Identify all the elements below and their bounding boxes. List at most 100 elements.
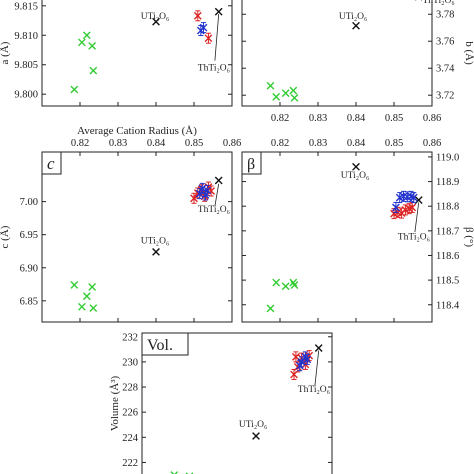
y-axis-label: Volume (Å³) [109, 375, 121, 431]
panel-label: Vol. [147, 337, 173, 354]
y-tick-label: 9.815 [14, 1, 38, 12]
axes-frame [241, 151, 433, 323]
panel-c: 0.82 0.83 0.84 0.85 0.86 6.85 6.90 6.95 7.00 c (Å… [0, 138, 241, 323]
x-tick-label: 0.84 [347, 113, 366, 124]
panel-label-box [241, 151, 262, 175]
data-point-green [289, 86, 298, 95]
axes-frame [41, 151, 233, 323]
panel-label: β [247, 156, 255, 173]
x-tick-label: 0.83 [309, 113, 327, 124]
y-tick-label: 3.76 [436, 37, 454, 48]
annotation-label: ThTi₂O₆ [423, 0, 455, 6]
data-point-green [272, 278, 281, 287]
y-tick-label: 232 [122, 332, 138, 343]
y-tick-label: 118.5 [436, 276, 459, 287]
data-point-black [352, 162, 360, 171]
y-tick-label: 118.7 [436, 226, 459, 237]
data-point-blue [198, 184, 207, 193]
data-point-green [89, 304, 98, 313]
y-tick-label: 118.4 [436, 300, 460, 311]
data-point-red [408, 203, 417, 212]
annotation-leader [414, 202, 420, 233]
y-tick-label: 7.00 [20, 197, 38, 208]
annotation-leader [214, 14, 220, 61]
y-tick-label: 6.85 [20, 296, 38, 307]
y-tick-label: 228 [122, 383, 138, 394]
data-point-green [89, 66, 98, 75]
data-point-blue [409, 193, 418, 202]
annotation-label: ThTi₂O₆ [398, 232, 430, 242]
axes-frame [141, 332, 333, 474]
data-point-green [266, 81, 275, 90]
data-point-black [352, 21, 360, 30]
y-axis-label: β (°) [463, 227, 474, 247]
data-point-green [70, 281, 79, 289]
data-point-green [289, 278, 298, 287]
data-point-black [214, 7, 223, 16]
data-point-green [281, 89, 290, 98]
data-point-green [272, 92, 281, 101]
annotation-label: UTi₂O₆ [341, 171, 369, 181]
data-point-green [170, 471, 179, 474]
y-tick-label: 226 [122, 408, 138, 419]
x-tick-label: 0.84 [347, 138, 366, 149]
panel-vol: 222 224 226 228 230 232 Volume (Å³) Vol. UTi₂O₆ T… [109, 332, 333, 474]
x-axis-label: Average Cation Radius (Å) [77, 125, 197, 137]
data-point-green [88, 283, 97, 291]
data-point-green [82, 292, 91, 301]
data-point-blue [303, 355, 312, 364]
data-point-black [414, 196, 423, 204]
data-point-green [281, 282, 290, 291]
data-point-green [82, 31, 91, 40]
y-tick-label: 119.0 [436, 152, 459, 163]
y-tick-label: 222 [122, 458, 138, 469]
y-tick-label: 118.6 [436, 251, 459, 262]
y-axis-label: a (Å) [0, 41, 11, 64]
x-tick-label: 0.82 [271, 138, 289, 149]
annotation-leader [314, 350, 320, 386]
data-point-black [214, 176, 223, 185]
y-tick-label: 9.805 [14, 60, 38, 71]
y-tick-label: 230 [122, 357, 138, 368]
y-tick-label: 118.8 [436, 202, 459, 213]
x-tick-label: 0.84 [147, 138, 166, 149]
panel-beta: 0.82 0.83 0.84 0.85 0.86 118.4 118.5 118.6 118.7… [241, 138, 474, 323]
data-point-green [78, 302, 86, 311]
x-tick-label: 0.85 [385, 138, 403, 149]
x-tick-label: 0.86 [223, 138, 241, 149]
y-tick-label: 3.72 [436, 91, 454, 102]
data-point-red [193, 11, 202, 20]
y-tick-label: 9.800 [14, 90, 38, 101]
data-point-blue [297, 358, 306, 366]
annotation-label: ThTi₂O₆ [198, 64, 230, 74]
y-tick-label: 224 [122, 433, 139, 444]
x-tick-label: 0.85 [185, 138, 203, 149]
data-point-black [252, 432, 260, 440]
data-point-green [290, 94, 299, 102]
panel-a: 0.820.830.840.850.869.8009.8059.8109.815… [0, 0, 233, 137]
y-axis-label: c (Å) [0, 225, 11, 248]
data-point-black [152, 247, 160, 256]
panel-label: c [47, 154, 55, 173]
annotation-leader [214, 183, 220, 207]
y-tick-label: 118.9 [436, 177, 459, 188]
data-point-green [88, 41, 97, 50]
data-point-blue [199, 23, 208, 32]
data-point-red [190, 194, 198, 203]
data-point-black [314, 344, 323, 352]
x-tick-label: 0.83 [109, 138, 127, 149]
data-point-green [70, 85, 79, 94]
data-point-blue [203, 186, 212, 195]
data-point-black [152, 17, 160, 26]
y-tick-label: 3.74 [436, 64, 455, 75]
panel-label-box [41, 151, 62, 175]
axes-frame [41, 0, 233, 107]
x-tick-label: 0.85 [385, 113, 403, 124]
data-point-green [290, 281, 299, 289]
annotation-label: UTi₂O₆ [239, 420, 267, 430]
data-point-red [204, 34, 213, 43]
annotation-label: UTi₂O₆ [339, 12, 367, 22]
y-axis-label: b (Å) [463, 41, 474, 65]
panel-label-box [141, 332, 189, 356]
